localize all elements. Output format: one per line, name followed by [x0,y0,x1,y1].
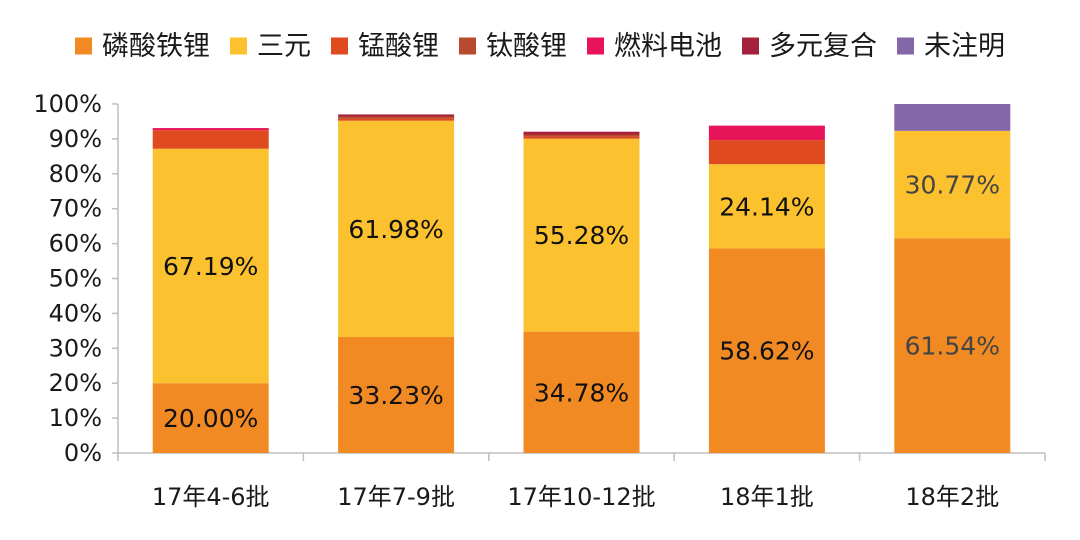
x-tick-label: 18年2批 [905,483,999,511]
bar-segment [523,138,640,332]
y-tick-label: 30% [49,334,102,362]
x-tick-label: 17年10-12批 [507,483,655,511]
data-label: 24.14% [719,192,814,221]
bar-segment [152,383,269,453]
y-tick-label: 50% [49,265,102,293]
legend-label: 磷酸铁锂 [102,31,210,62]
bar-segment [338,116,455,119]
legend-swatch [75,37,92,55]
y-tick-label: 10% [49,404,102,432]
bar-segment [708,248,825,453]
legend-label: 锰酸锂 [358,31,439,62]
data-label: 30.77% [905,171,1000,200]
bar-segment [152,148,269,384]
legend-label: 多元复合 [769,31,877,62]
y-tick-label: 80% [49,160,102,188]
x-tick-label: 18年1批 [720,483,814,511]
bar-segment [523,331,640,453]
legend-label: 燃料电池 [614,31,722,62]
bar-segment [152,130,269,149]
bars [152,104,1011,453]
legend-swatch [897,37,914,55]
bar-segment [894,130,1011,239]
legend-label: 钛酸锂 [486,31,567,62]
bar-segment [894,104,1011,131]
legend-swatch [331,37,348,55]
data-label: 20.00% [163,404,258,433]
data-labels: 20.00% 67.19% 33.23% 61.98% 34.78% 55.28% 58.6… [163,171,1000,434]
data-label: 67.19% [163,252,258,281]
axes: 0% 10% 20% 30% 40% 50% 60% 70% 80% 90% 100% 17年4-6批… [33,90,1046,511]
data-label: 61.54% [905,332,1000,361]
y-tick-label: 0% [64,439,102,467]
bar-segment [708,140,825,165]
data-label: 33.23% [348,381,443,410]
data-label: 55.28% [534,221,629,250]
legend-swatch [230,37,247,55]
y-tick-label: 100% [33,90,102,118]
bar-segment [708,125,825,141]
y-tick-label: 60% [49,230,102,258]
data-label: 58.62% [719,337,814,366]
x-tick-label: 17年4-6批 [152,483,270,511]
bar-segment [152,128,269,131]
x-tick-label: 17年7-9批 [337,483,455,511]
data-label: 61.98% [348,215,443,244]
bar-segment [894,238,1011,453]
bar-segment [523,131,640,135]
y-tick-label: 20% [49,369,102,397]
legend-swatch [742,37,759,55]
legend-label: 未注明 [924,31,1005,62]
bar-segment [338,118,455,121]
data-label: 34.78% [534,378,629,407]
y-tick-label: 70% [49,195,102,223]
legend-label: 三元 [257,31,311,62]
bar-segment [338,120,455,338]
legend-swatch [587,37,604,55]
bar-segment [523,136,640,139]
legend: 磷酸铁锂 三元 锰酸锂 钛酸锂 燃料电池 多元复合 未注明 [75,31,1005,62]
legend-swatch [459,37,476,55]
bar-segment [523,134,640,137]
y-tick-label: 40% [49,299,102,327]
bar-segment [338,337,455,453]
y-tick-label: 90% [49,125,102,153]
bar-segment [708,164,825,249]
bar-segment [338,114,455,117]
